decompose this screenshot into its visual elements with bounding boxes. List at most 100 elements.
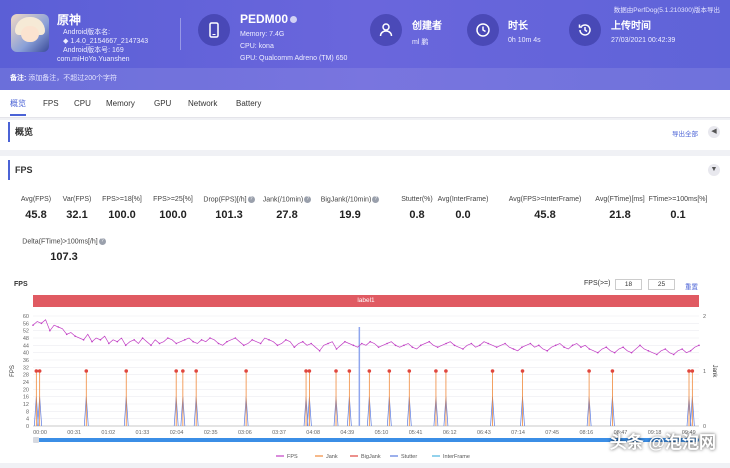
y-tick-label: 4 [26,417,29,423]
metric-value: 0.0 [455,209,471,221]
fps-point [74,335,76,337]
bigjank-point [307,369,312,373]
export-all-link[interactable]: 导出全部 [672,131,698,138]
fps-filter-input-1[interactable]: 18 [615,279,642,290]
legend-label: BigJank [361,454,381,460]
version-code-value: 169 [112,47,124,54]
chevron-down-icon[interactable]: ▼ [708,164,720,176]
fps-point [571,344,574,347]
fps-point [428,340,431,343]
metric-value: 100.0 [108,209,136,221]
user-icon [370,14,402,46]
fps-metric: Avg(FPS) 45.8 [0,196,81,221]
creator-value: ml 鹏 [412,39,429,46]
bigjank-point [687,369,691,373]
duration-value: 0h 10m 4s [508,37,541,44]
fps-point [183,339,186,341]
version-name-label: Android版本名: [63,29,111,36]
fps-point [318,350,321,352]
bigjank-point [610,369,615,373]
help-icon[interactable]: ? [247,196,255,203]
fps-point [352,344,355,347]
fps-point [613,351,616,354]
fps-point [285,339,287,341]
android-icon: ◆ [63,38,71,45]
tab-network[interactable]: Network [188,99,218,108]
remark-bar[interactable]: 备注: 添加备注，不超过200个字符 [0,68,730,90]
fps-point [276,344,279,347]
tab-gpu[interactable]: GPU [154,99,172,108]
y-axis-label: FPS [10,365,16,377]
metric-value: 0.8 [409,209,425,221]
legend-label: Stutter [401,454,417,460]
metric-value: 19.9 [339,209,361,222]
fps-point [462,348,464,350]
fps-metric: Delta(FTime)>100ms[/h]? 107.3 [19,238,109,263]
metric-value: 0.1 [670,209,686,221]
help-icon[interactable]: ? [98,238,106,245]
bigjank-point [490,369,495,373]
y-tick-label: 40 [23,351,29,357]
x-tick-label: 03:37 [272,430,286,436]
fps-point [124,344,127,347]
app-version-info: Android版本名: ◆ 1.4.0_2154667_2147343 Andr… [57,28,148,55]
fps-point [217,342,220,345]
metric-label: Stutter(%) [401,196,433,203]
help-icon[interactable]: ? [372,196,380,203]
y2-tick-label: 2 [703,314,706,320]
fps-point [360,342,363,345]
fps-point [57,326,60,328]
help-icon[interactable]: ? [304,196,312,203]
history-icon [569,14,601,46]
fps-section-title: FPS [8,160,33,180]
tab-battery[interactable]: Battery [236,99,262,108]
x-tick-label: 04:08 [306,430,320,436]
export-note: 数据由PerfDog(5.1.210300)版本导出 [613,7,720,14]
y-tick-label: 28 [23,373,29,379]
tab-cpu[interactable]: CPU [74,99,91,108]
metric-label: Delta(FTime)>100ms[/h]? [19,238,109,245]
x-tick-label: 08:16 [579,430,593,436]
fps-point [453,344,456,347]
x-tick-label: 02:35 [204,430,218,436]
fps-point [588,348,591,350]
y2-tick-label: 1 [703,369,706,375]
x-tick-label: 03:06 [238,430,252,436]
fps-point [116,340,119,343]
upload-title: 上传时间 [611,21,651,32]
info-icon[interactable] [290,16,298,24]
fps-point [293,346,296,348]
y-tick-label: 52 [23,329,29,335]
label-bar[interactable]: label1 [33,295,699,307]
fps-point [200,339,203,341]
remark-label: 备注: [10,75,27,82]
tab-fps[interactable]: FPS [43,99,59,108]
fps-point [394,344,397,347]
fps-metric: Avg(FTime)[ms] 21.8 [575,196,665,221]
fps-point [158,342,161,345]
x-tick-label: 06:43 [477,430,491,436]
metric-label: FPS>=25[%] [153,196,193,203]
tab-overview[interactable]: 概览 [10,90,26,118]
fps-point [419,344,422,347]
tab-memory[interactable]: Memory [106,99,135,108]
fps-filter-input-2[interactable]: 25 [648,279,675,290]
fps-metric: Avg(InterFrame) 0.0 [418,196,508,221]
fps-point [65,333,68,336]
duration-title: 时长 [508,21,528,32]
fps-point [99,339,102,341]
remark-placeholder[interactable]: 添加备注，不超过200个字符 [28,75,117,82]
fps-metric: FPS>=18[%] 100.0 [77,196,167,221]
fps-point [563,346,565,348]
bigjank-point [334,369,338,373]
x-tick-label: 05:10 [375,430,389,436]
fps-metric: Var(FPS) 32.1 [32,196,122,221]
collapse-icon[interactable]: ◀ [708,126,720,138]
report-header: 原神 Android版本名: ◆ 1.4.0_2154667_2147343 A… [0,0,730,90]
y-tick-label: 20 [23,387,29,393]
x-tick-label: 00:00 [33,430,47,436]
fps-point [49,329,51,332]
reset-button[interactable]: 重置 [685,284,698,291]
fps-point [487,342,490,345]
